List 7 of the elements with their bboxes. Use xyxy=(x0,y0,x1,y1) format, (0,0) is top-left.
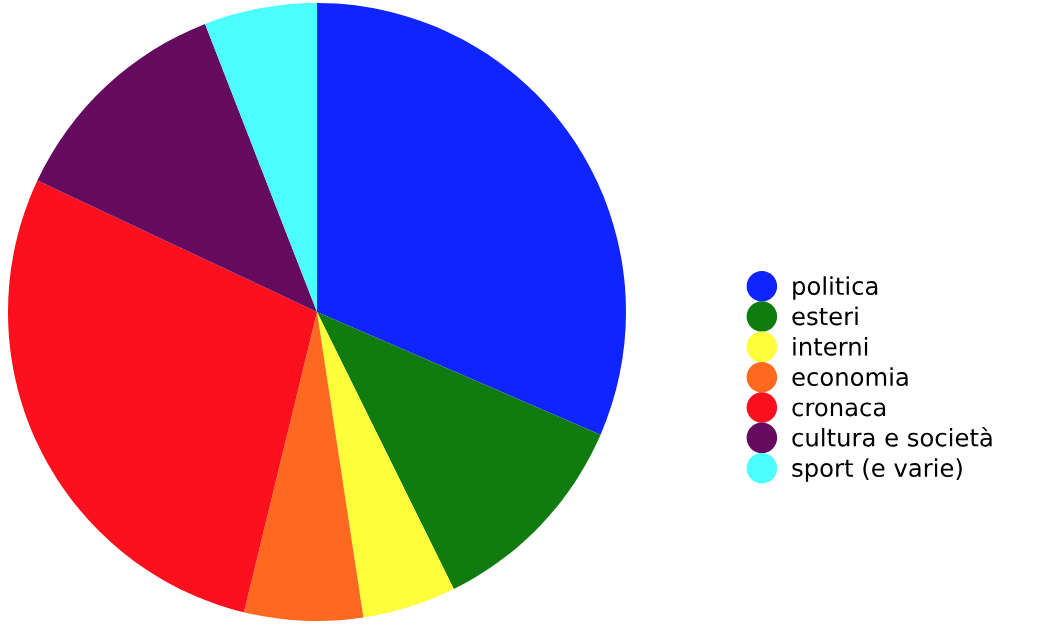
legend-label: cronaca xyxy=(792,402,886,417)
legend-label: esteri xyxy=(792,306,858,326)
legend-label: cultura e società xyxy=(792,426,992,447)
legend-label: interni xyxy=(793,336,868,356)
legend-label: politica xyxy=(793,276,878,300)
legend-label: economia xyxy=(792,367,908,387)
legend-label: sport (e varie) xyxy=(792,458,962,482)
